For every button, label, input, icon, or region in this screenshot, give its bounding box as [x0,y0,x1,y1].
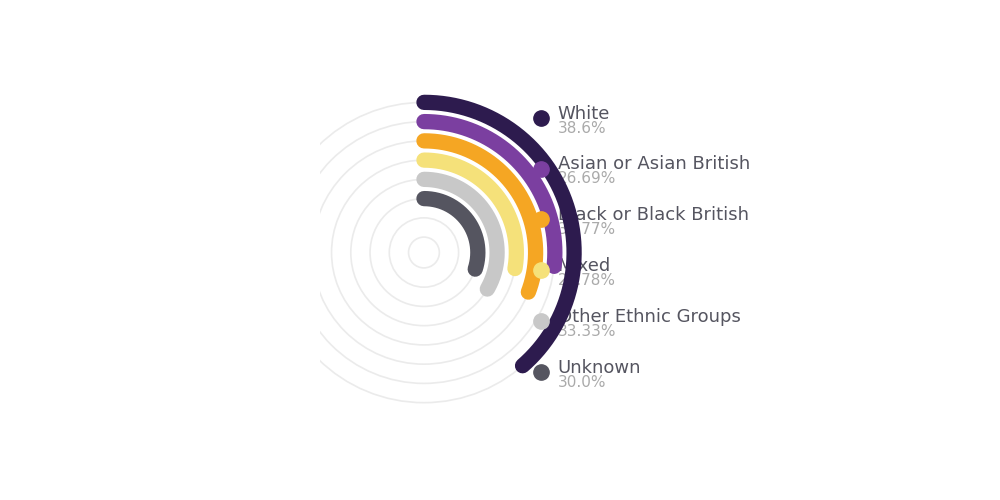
Text: Asian or Asian British: Asian or Asian British [558,156,750,174]
Text: 30.77%: 30.77% [558,222,616,238]
Text: Other Ethnic Groups: Other Ethnic Groups [558,308,740,326]
Text: 30.0%: 30.0% [558,374,606,390]
Text: Black or Black British: Black or Black British [558,206,749,224]
Text: White: White [558,104,610,122]
Text: 26.69%: 26.69% [558,172,616,186]
Text: Unknown: Unknown [558,358,641,376]
Text: Mixed: Mixed [558,257,611,275]
Text: 38.6%: 38.6% [558,120,606,136]
Text: 33.33%: 33.33% [558,324,616,339]
Text: 27.78%: 27.78% [558,273,616,288]
